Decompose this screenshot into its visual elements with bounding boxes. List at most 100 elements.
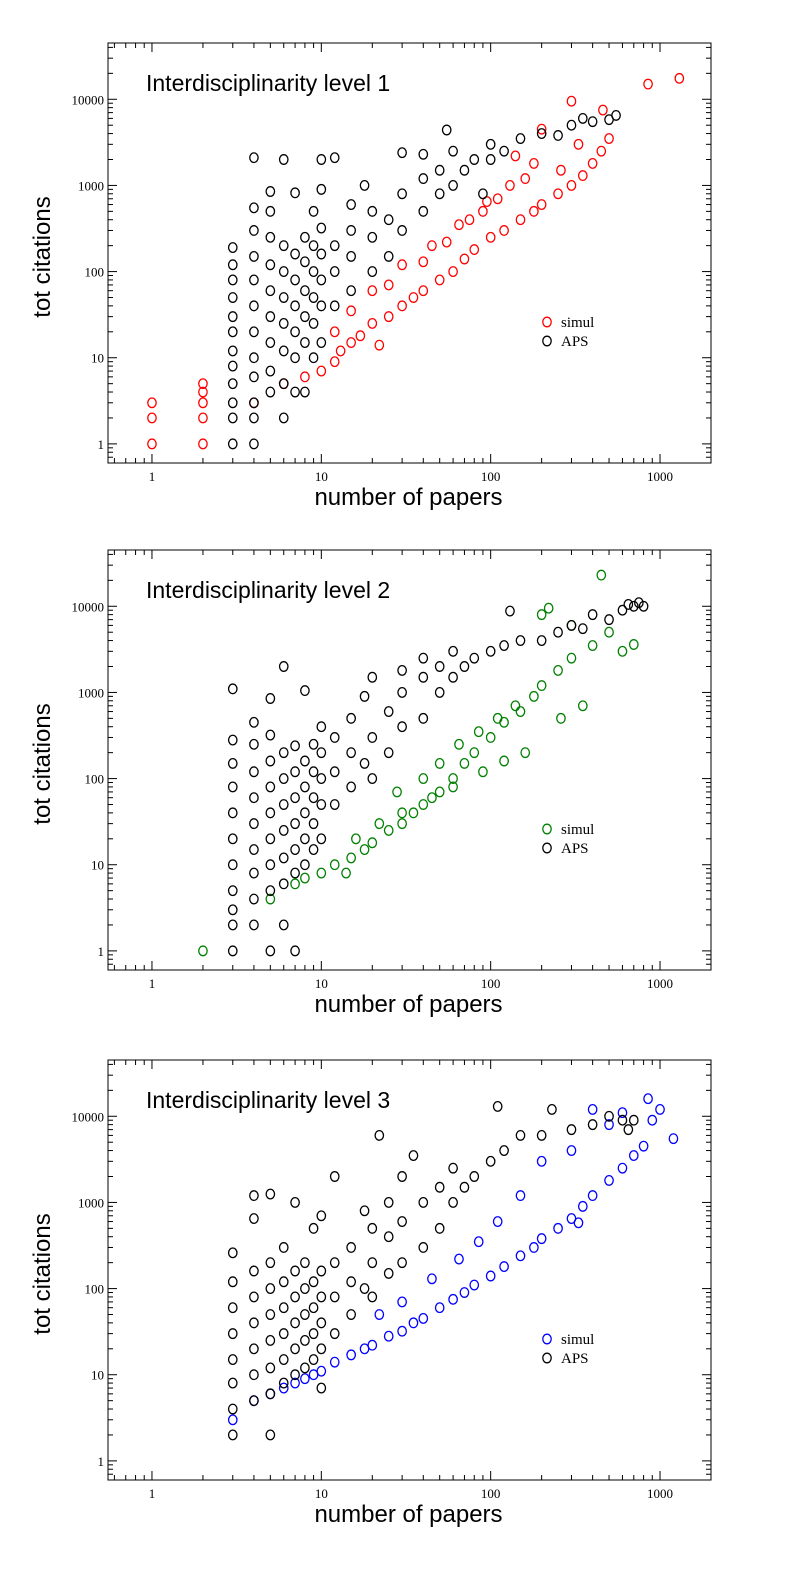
data-point	[290, 300, 300, 312]
data-point	[351, 833, 361, 845]
data-point	[448, 781, 458, 793]
data-point	[346, 285, 356, 297]
x-axis-label: number of papers	[314, 484, 502, 511]
data-point	[227, 734, 238, 746]
data-point	[290, 740, 300, 752]
data-point	[408, 1317, 419, 1329]
tick-marks	[108, 550, 712, 971]
series-aps	[227, 1101, 639, 1441]
data-point	[346, 305, 356, 317]
data-point	[448, 266, 458, 278]
x-tick-label: 100	[481, 1486, 501, 1501]
data-point	[536, 635, 547, 647]
data-point	[383, 1330, 394, 1342]
data-point	[329, 1257, 340, 1269]
data-point	[249, 326, 259, 338]
data-point	[418, 1242, 429, 1253]
data-point	[278, 240, 289, 252]
data-point	[265, 781, 276, 793]
data-point	[418, 652, 429, 664]
data-point	[278, 1354, 289, 1366]
data-point	[617, 645, 628, 657]
data-point	[668, 1133, 679, 1145]
data-point	[346, 1349, 356, 1361]
data-point	[329, 1291, 340, 1303]
y-tick-label: 1	[98, 1454, 105, 1469]
data-point	[249, 893, 259, 905]
data-point	[290, 1377, 300, 1389]
data-point	[198, 386, 208, 398]
data-point	[628, 600, 639, 612]
data-point	[577, 700, 588, 712]
data-point	[278, 661, 289, 672]
legend-marker	[542, 1352, 552, 1364]
data-point	[397, 225, 407, 236]
data-point	[316, 799, 327, 810]
data-point	[316, 274, 327, 286]
data-point	[510, 150, 521, 162]
data-point	[290, 326, 300, 338]
data-point	[383, 250, 394, 262]
y-axis-label: tot citations	[29, 1213, 56, 1334]
plot-frame	[107, 42, 712, 464]
data-point	[316, 154, 327, 165]
data-point	[587, 157, 598, 169]
data-point	[249, 1395, 259, 1407]
data-point	[308, 1302, 319, 1314]
data-point	[227, 292, 238, 303]
legend: simul APS	[542, 1332, 594, 1367]
data-point	[265, 365, 276, 377]
data-point	[647, 1114, 658, 1126]
data-point	[300, 285, 310, 297]
data-point	[448, 145, 458, 157]
data-point	[383, 706, 394, 717]
data-point	[566, 652, 577, 664]
data-point	[397, 686, 407, 698]
panel-title: Interdisciplinarity level 1	[146, 70, 390, 96]
x-tick-label: 100	[481, 976, 501, 991]
data-point	[265, 1388, 276, 1400]
data-point	[290, 1291, 300, 1303]
y-tick-label: 10	[91, 351, 104, 366]
data-point	[427, 1273, 437, 1285]
data-point	[227, 833, 238, 845]
data-point	[459, 253, 470, 265]
data-point	[227, 1414, 238, 1426]
x-tick-label: 10	[315, 1486, 328, 1501]
data-point	[469, 244, 480, 256]
legend-marker	[542, 335, 552, 347]
data-point	[553, 664, 563, 676]
data-point	[459, 757, 470, 769]
data-point	[499, 716, 509, 728]
data-point	[529, 205, 539, 217]
data-point	[290, 945, 300, 957]
data-point	[529, 690, 539, 702]
data-point	[536, 199, 547, 210]
data-point	[265, 729, 276, 741]
data-point	[278, 378, 289, 390]
data-point	[536, 123, 547, 135]
data-point	[300, 256, 310, 268]
data-point	[441, 236, 452, 248]
data-point	[316, 183, 327, 195]
data-point	[278, 318, 289, 329]
data-point	[278, 1377, 289, 1389]
data-point	[227, 345, 238, 357]
data-point	[227, 1328, 238, 1340]
data-point	[448, 645, 458, 657]
x-tick-label: 1	[149, 976, 156, 991]
data-point	[469, 154, 480, 165]
data-point	[434, 786, 445, 798]
data-point	[553, 188, 563, 200]
data-point	[469, 1279, 480, 1291]
data-point	[556, 164, 566, 176]
data-point	[529, 1242, 539, 1253]
data-point	[316, 833, 327, 845]
data-point	[434, 164, 445, 176]
data-point	[485, 231, 496, 243]
data-point	[383, 311, 394, 323]
data-point	[308, 1328, 319, 1340]
data-point	[499, 145, 509, 157]
data-point	[249, 352, 259, 364]
data-point	[265, 1429, 276, 1441]
